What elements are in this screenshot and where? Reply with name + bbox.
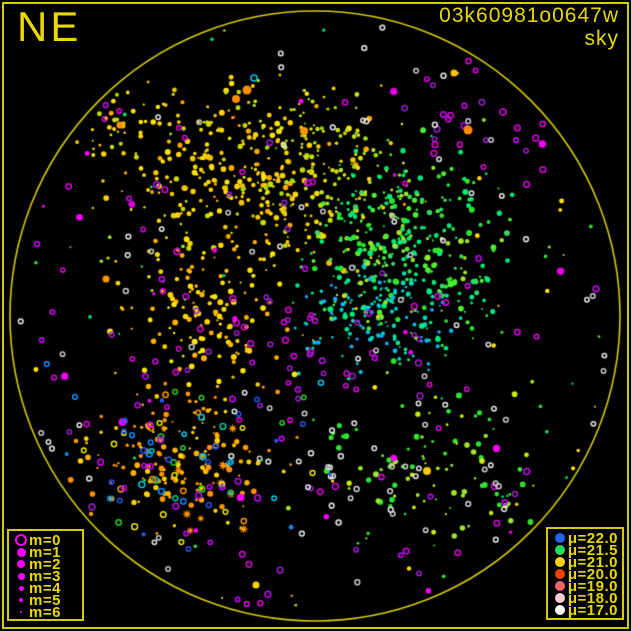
legend-mu-row: μ=22.0 xyxy=(552,529,618,547)
mu-color-dot-icon xyxy=(552,545,568,555)
legend-m-label: m=3 xyxy=(29,567,61,585)
mu-color-dot-icon xyxy=(552,569,568,579)
legend-m-row: m=0 xyxy=(13,531,78,549)
legend-mu-label: μ=18.0 xyxy=(567,589,618,607)
mu-color-dot-icon xyxy=(552,581,568,591)
field-id-label: 03k60981o0647w xyxy=(439,4,619,27)
legend-m-row: m=1 xyxy=(13,543,78,561)
legend-mu-row: μ=18.0 xyxy=(552,589,618,607)
legend-mu-label: μ=21.5 xyxy=(567,541,618,559)
mu-color-dot-icon xyxy=(552,593,568,603)
mu-color-dot-icon xyxy=(552,557,568,567)
legend-mu-row: μ=21.0 xyxy=(552,553,618,571)
legend-mu-row: μ=20.0 xyxy=(552,565,618,583)
magnitude-marker-icon xyxy=(13,547,29,557)
sky-label: sky xyxy=(584,27,619,50)
legend-m-label: m=2 xyxy=(29,555,61,573)
quadrant-label-ne: NE xyxy=(17,3,82,50)
legend-mu-row: μ=17.0 xyxy=(552,601,618,619)
legend-m-row: m=5 xyxy=(13,591,78,609)
legend-m-row: m=4 xyxy=(13,579,78,597)
legend-mu-label: μ=20.0 xyxy=(567,565,618,583)
legend-m-row: m=3 xyxy=(13,567,78,585)
legend-mu-row: μ=19.0 xyxy=(552,577,618,595)
magnitude-marker-icon xyxy=(13,598,29,602)
legend-m-label: m=4 xyxy=(29,579,61,597)
mu-color-dot-icon xyxy=(552,533,568,543)
legend-mu-label: μ=21.0 xyxy=(567,553,618,571)
magnitude-marker-icon xyxy=(13,585,29,591)
legend-mu-row: μ=21.5 xyxy=(552,541,618,559)
legend-surface-brightness: μ=22.0 μ=21.5 μ=21.0 μ=20.0 μ=19.0 μ=18.… xyxy=(546,527,624,620)
legend-magnitude-sizes: m=0 m=1 m=2 m=3 m=4 m=5 m=6 xyxy=(7,529,84,621)
magnitude-marker-icon xyxy=(13,611,29,613)
mu-color-dot-icon xyxy=(552,605,568,615)
legend-m-label: m=5 xyxy=(29,591,61,609)
legend-mu-label: μ=17.0 xyxy=(567,601,618,619)
magnitude-marker-icon xyxy=(13,560,29,568)
legend-m-row: m=2 xyxy=(13,555,78,573)
legend-m-label: m=0 xyxy=(29,531,61,549)
magnitude-marker-icon xyxy=(13,572,29,580)
legend-mu-label: μ=19.0 xyxy=(567,577,618,595)
legend-mu-label: μ=22.0 xyxy=(567,529,618,547)
legend-m-label: m=1 xyxy=(29,543,61,561)
legend-m-label: m=6 xyxy=(29,603,61,621)
legend-m-row: m=6 xyxy=(13,603,78,621)
magnitude-marker-icon xyxy=(13,534,29,546)
